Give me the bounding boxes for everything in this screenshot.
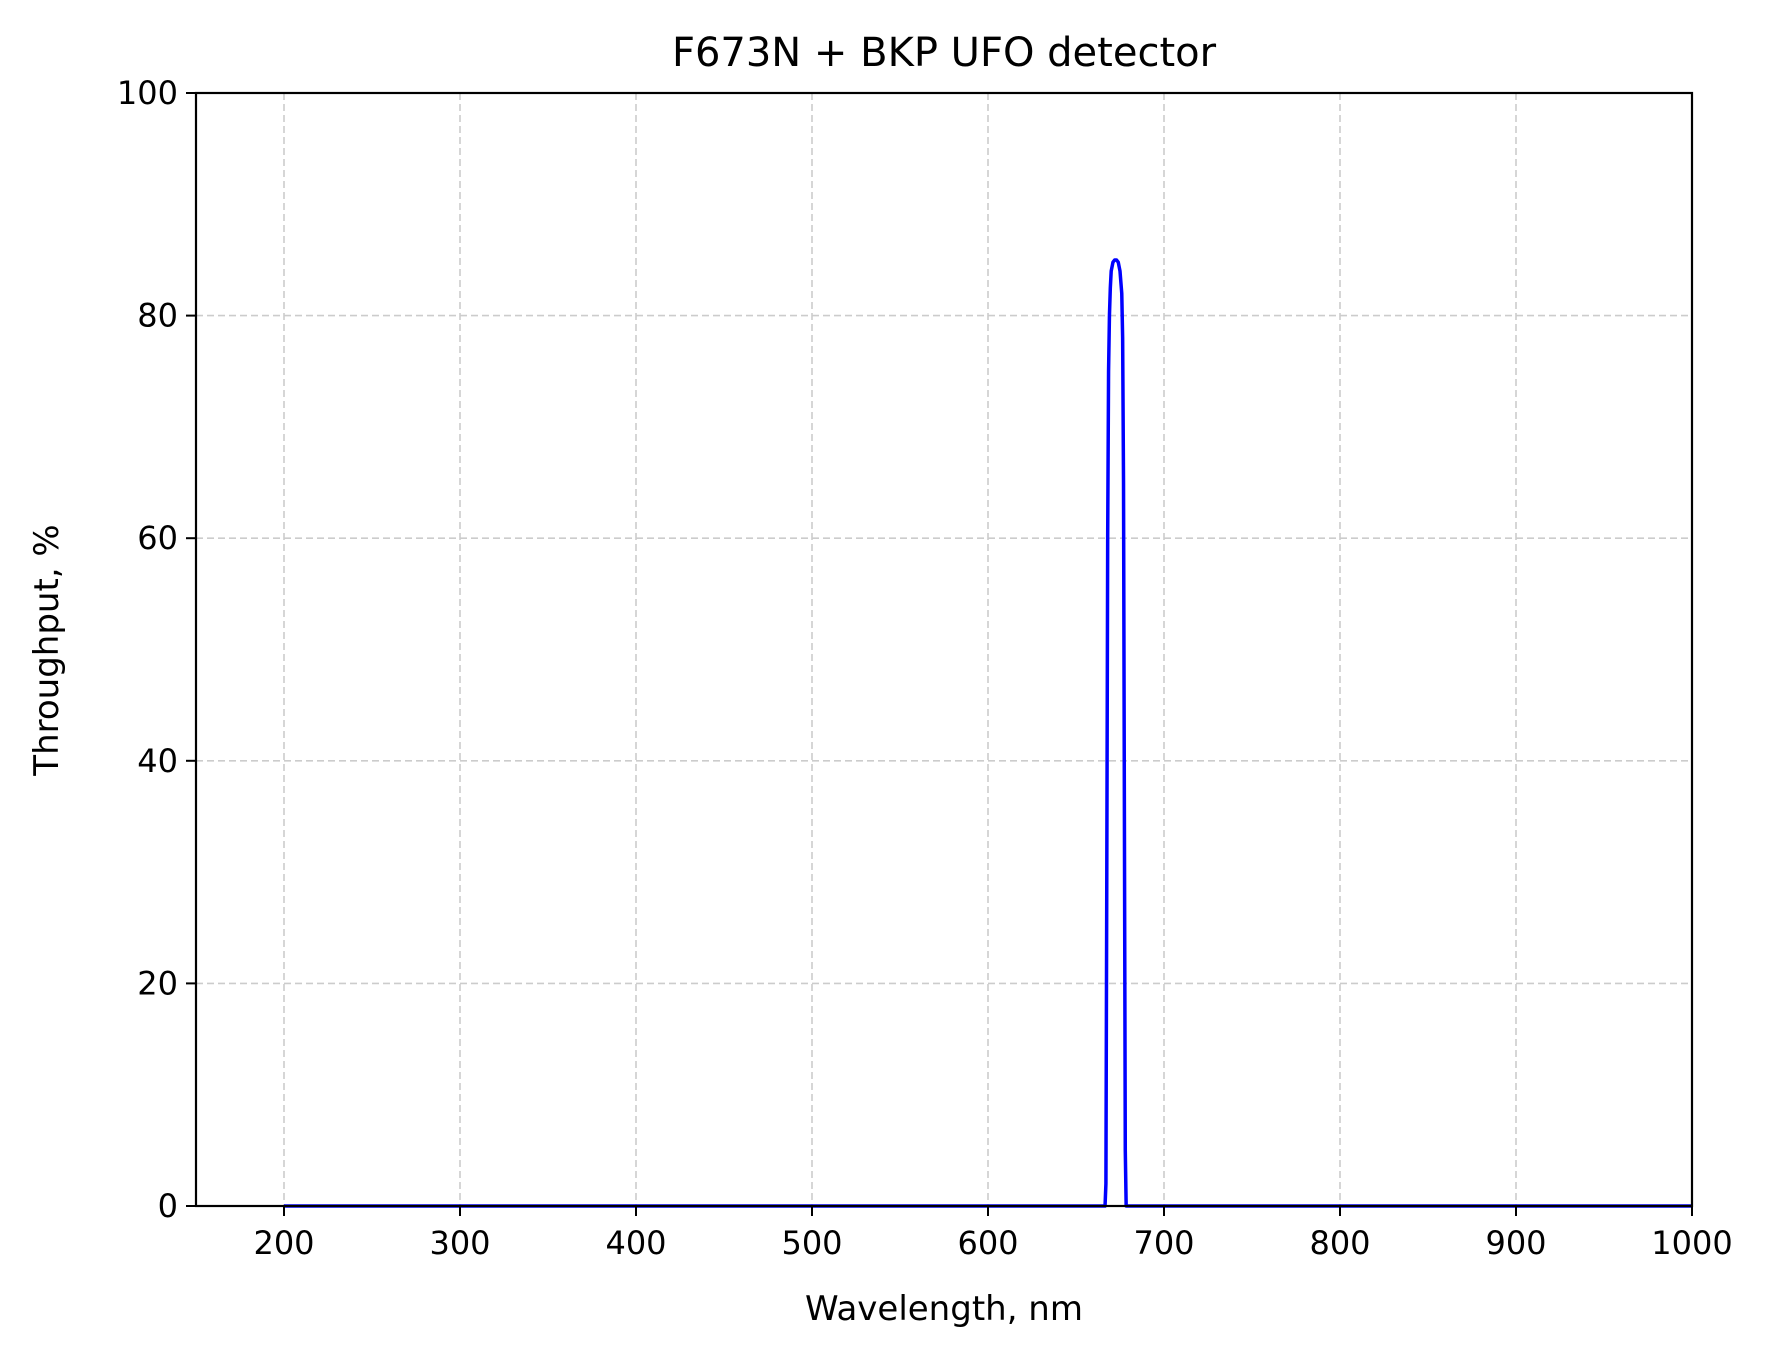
y-tick-label: 20 <box>137 964 178 1002</box>
x-tick-label: 200 <box>253 1224 314 1262</box>
x-tick-label: 400 <box>605 1224 666 1262</box>
y-tick-label: 0 <box>158 1187 178 1225</box>
x-axis-label: Wavelength, nm <box>805 1289 1083 1329</box>
x-tick-label: 300 <box>429 1224 490 1262</box>
x-tick-label: 500 <box>781 1224 842 1262</box>
y-tick-label: 40 <box>137 742 178 780</box>
y-tick-label: 60 <box>137 519 178 557</box>
x-tick-label: 1000 <box>1651 1224 1732 1262</box>
y-axis-label: Throughput, % <box>27 524 67 776</box>
plot-frame <box>194 91 1694 1208</box>
x-tick-label: 800 <box>1309 1224 1370 1262</box>
chart-title: F673N + BKP UFO detector <box>672 30 1217 76</box>
y-axis: 0 20 40 60 80 100 <box>117 74 196 1225</box>
y-tick-label: 80 <box>137 297 178 335</box>
x-axis: 200 300 400 500 600 700 800 900 1000 <box>253 1206 1733 1262</box>
y-tick-label: 100 <box>117 74 178 112</box>
x-tick-label: 700 <box>1133 1224 1194 1262</box>
x-tick-label: 600 <box>957 1224 1018 1262</box>
x-tick-label: 900 <box>1485 1224 1546 1262</box>
